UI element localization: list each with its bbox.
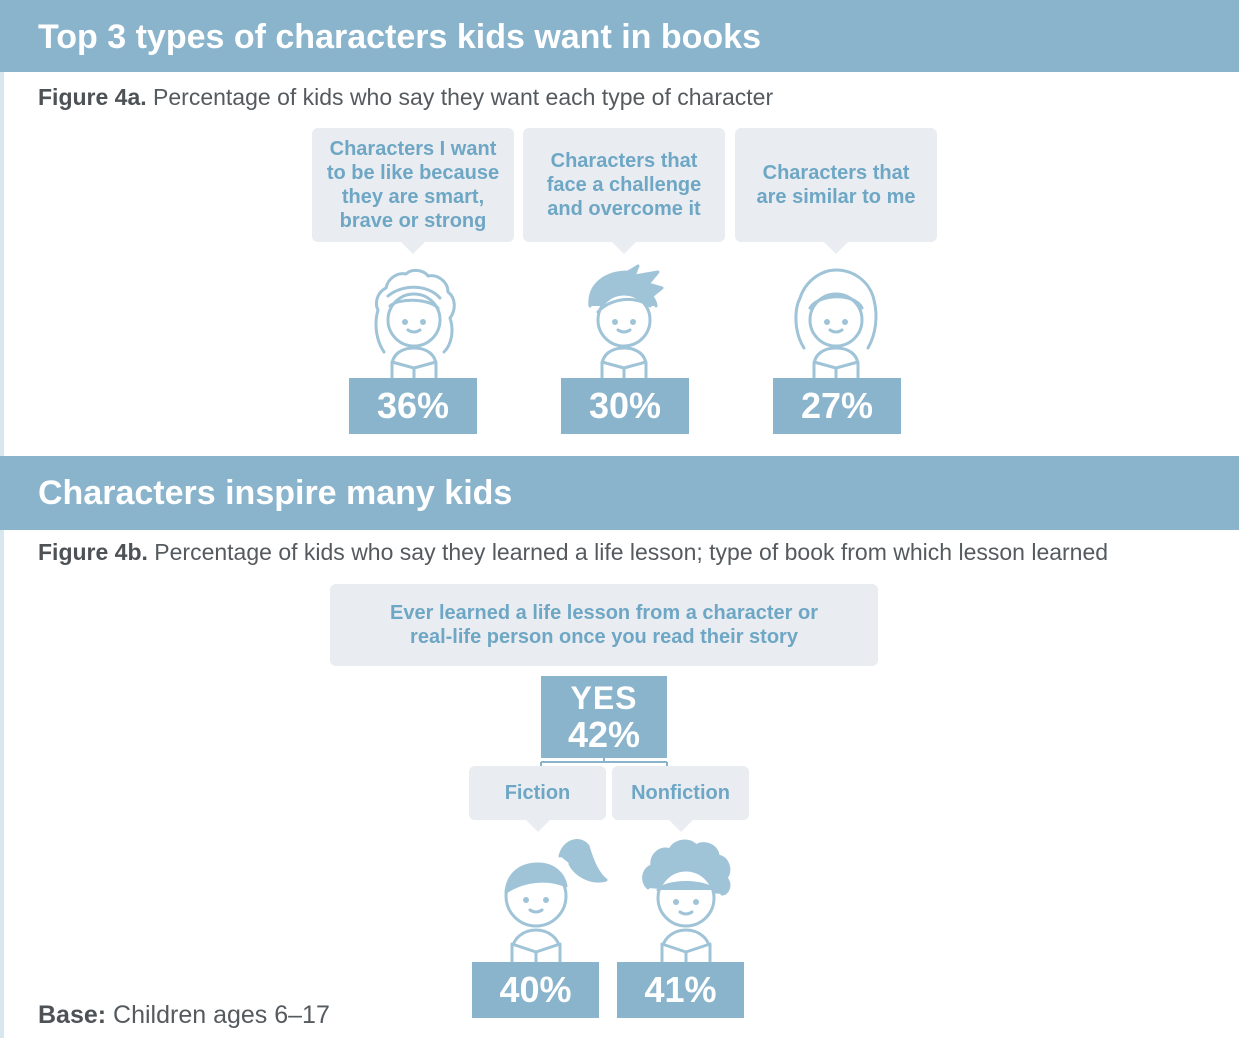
section-a-banner: Top 3 types of characters kids want in b… — [0, 0, 1239, 72]
boy-curly-hair-icon — [642, 839, 731, 966]
value-label-40: 40% — [472, 962, 599, 1018]
value-label-36: 36% — [349, 378, 477, 434]
question-bubble: Ever learned a life lesson from a charac… — [330, 584, 878, 666]
value-label-30: 30% — [561, 378, 689, 434]
bubble-face-challenge: Characters that face a challenge and ove… — [523, 128, 725, 254]
section-a-title: Top 3 types of characters kids want in b… — [38, 18, 761, 56]
figure-4b-text: Percentage of kids who say they learned … — [154, 539, 1109, 565]
boy-spiky-hair-icon — [588, 264, 664, 382]
girl-ponytail-icon — [504, 839, 608, 966]
bubble-similar-to-me: Characters that are similar to me — [735, 128, 937, 254]
section-b-title: Characters inspire many kids — [38, 474, 513, 512]
figure-4a-caption: Figure 4a. Percentage of kids who say th… — [38, 84, 773, 111]
bubble-fiction: Fiction — [469, 766, 606, 832]
figure-4a-label: Figure 4a. — [38, 84, 147, 110]
base-text: Children ages 6–17 — [113, 1001, 330, 1029]
base-label: Base: — [38, 1001, 107, 1029]
value-label-41: 41% — [617, 962, 744, 1018]
bubble-nonfiction: Nonfiction — [612, 766, 749, 832]
figure-4a-text: Percentage of kids who say they want eac… — [153, 84, 774, 110]
yes-box: YES 42% — [541, 676, 667, 758]
section-b-banner: Characters inspire many kids — [0, 456, 1239, 530]
base-note: Base: Children ages 6–17 — [38, 1001, 330, 1030]
left-rule-b — [0, 530, 4, 1038]
yes-label: YES — [570, 680, 638, 716]
left-rule-a — [0, 72, 4, 456]
girl-curly-hair-icon — [374, 268, 456, 382]
figure-4b-label: Figure 4b. — [38, 539, 148, 565]
figure-4b-caption: Figure 4b. Percentage of kids who say th… — [38, 539, 1108, 566]
bubble-smart-brave-strong: Characters I want to be like because the… — [312, 128, 514, 254]
value-label-27: 27% — [773, 378, 901, 434]
girl-bob-hair-icon — [794, 268, 878, 382]
yes-value: 42% — [567, 714, 641, 755]
